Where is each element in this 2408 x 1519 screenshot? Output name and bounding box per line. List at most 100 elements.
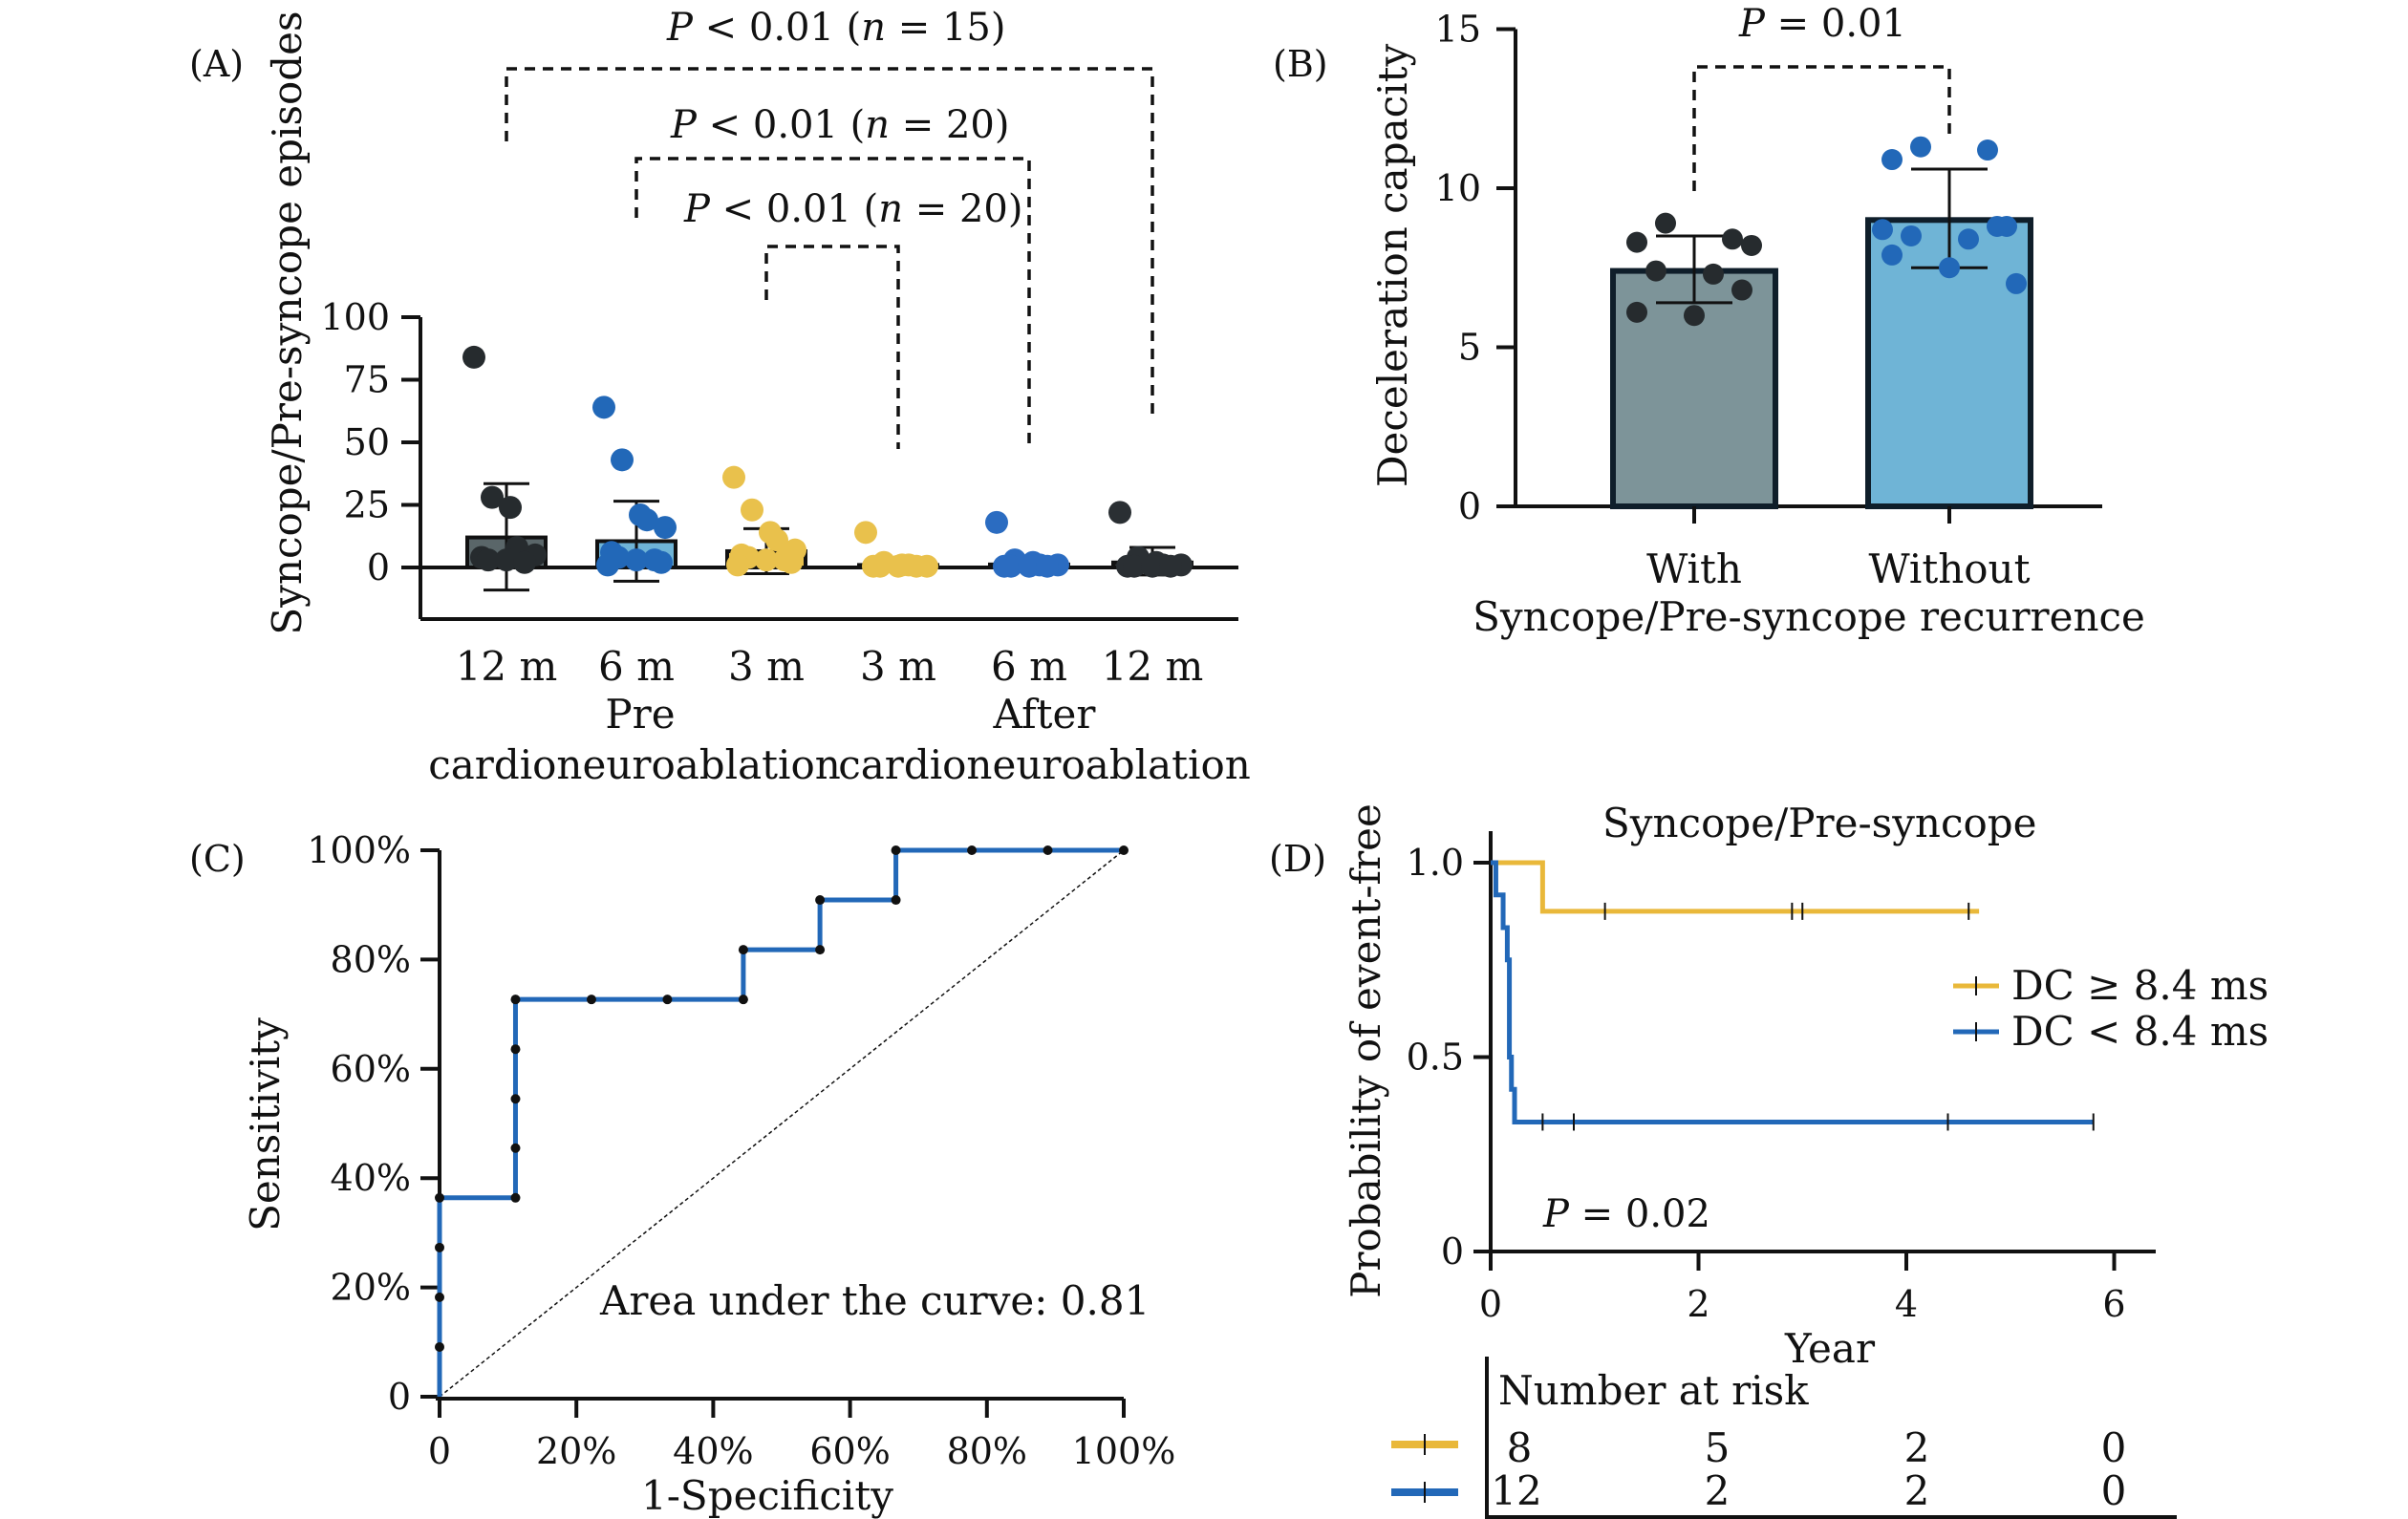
data-point [513,551,536,574]
roc-point [435,1293,444,1302]
panel-d-title: Syncope/Pre-syncope [1602,800,2037,846]
data-point [1722,228,1743,249]
data-point [611,448,634,471]
roc-point [435,1243,444,1252]
comparison-label: P < 0.01 (n = 20) [683,187,1022,231]
data-point [1910,137,1931,158]
data-point [985,511,1008,534]
data-point [1901,225,1922,246]
data-point [854,521,877,544]
survival-curve [1491,863,2094,1122]
panel-c-y-label: Sensitivity [242,1017,289,1231]
panel-c-label: (C) [189,838,246,880]
x-tick-label: Without [1868,546,2030,592]
panel-d-x-label: Year [1784,1325,1876,1372]
panel-a-label: (A) [189,43,244,85]
comparison-bracket [766,246,898,449]
data-point [1881,149,1903,170]
panel-b: (B) Deceleration capacity 051015 With Wi… [1273,2,2145,640]
data-point [462,346,485,369]
comparison-label: P < 0.01 (n = 20) [670,103,1009,147]
y-tick-label: 25 [344,484,390,526]
comparison-label: P < 0.01 (n = 15) [666,6,1005,50]
data-point [1881,245,1903,266]
data-point [741,499,763,522]
roc-point [510,995,520,1004]
data-point [596,553,619,576]
data-point [1987,216,2008,237]
legend-entry: DC ≥ 8.4 ms [2011,962,2268,1009]
panel-a-y-label: Syncope/Pre-syncope episodes [264,11,311,634]
x-tick-label: 6 [2102,1283,2125,1325]
data-point [1977,139,1998,160]
panel-a-marks [420,69,1238,619]
x-tick-label: 40% [673,1430,753,1472]
roc-point [739,945,748,954]
x-tick-label: With [1646,546,1742,592]
data-point [1958,228,1979,249]
roc-point [510,1144,520,1153]
data-point [2006,273,2027,294]
data-point [1731,280,1752,301]
x-tick-label: 100% [1072,1430,1176,1472]
risk-table-title: Number at risk [1498,1367,1809,1414]
figure: (A) Syncope/Pre-syncope episodes 0255075… [0,0,2408,1519]
x-tick-label: 6 m [991,643,1067,690]
panel-b-y-ticks: 051015 [1435,9,1516,528]
group-label-after-line1: After [993,691,1097,738]
panel-a-x-tick-labels: 12 m 6 m 3 m 3 m 6 m 12 m [456,643,1204,690]
panel-a-comparisons: P < 0.01 (n = 15) P < 0.01 (n = 20) P < … [666,6,1022,231]
roc-point [815,895,825,905]
data-point [1703,264,1724,285]
group-label-pre-line1: Pre [605,691,675,738]
risk-value: 5 [1705,1424,1731,1471]
y-tick-label: 0 [388,1376,411,1418]
y-tick-label: 50 [344,421,390,463]
x-tick-label: 4 [1895,1283,1918,1325]
y-tick-label: 0 [1441,1230,1464,1273]
risk-value: 8 [1507,1424,1533,1471]
roc-point [892,895,901,905]
risk-value: 2 [1904,1467,1930,1514]
roc-point [587,995,596,1004]
risk-value: 0 [2101,1424,2127,1471]
data-point [1684,305,1705,326]
roc-point [1119,845,1129,855]
panel-b-comparison-label: P = 0.01 [1738,2,1906,46]
y-tick-label: 20% [331,1267,411,1309]
risk-value: 0 [2101,1467,2127,1514]
x-tick-label: 6 m [598,643,675,690]
data-point [780,551,803,574]
risk-table: Number at risk 8 5 2 0 12 2 2 0 [1391,1357,2177,1519]
data-point [1626,302,1647,323]
panel-c: (C) Sensitivity 0 20% 40% 60% 80% 100% 0 20% 40%… [189,829,1175,1519]
y-tick-label: 1.0 [1407,842,1464,884]
y-tick-label: 100% [307,829,411,871]
panel-d: (D) Syncope/Pre-syncope Probability of e… [1269,800,2268,1519]
roc-point [510,1044,520,1054]
data-point [726,553,749,576]
risk-value: 2 [1904,1424,1930,1471]
y-tick-label: 40% [331,1157,411,1199]
data-point [592,396,615,418]
x-tick-label: 0 [1479,1283,1502,1325]
y-tick-label: 0 [367,546,390,588]
legend-entry: DC < 8.4 ms [2011,1008,2268,1055]
roc-point [739,995,748,1004]
x-tick-label: 0 [428,1430,451,1472]
panel-d-label: (D) [1269,838,1326,880]
panel-a: (A) Syncope/Pre-syncope episodes 0 25 50 75… [189,6,1251,788]
panel-b-label: (B) [1273,43,1328,85]
data-point [1159,555,1182,578]
x-tick-label: 20% [536,1430,616,1472]
panel-b-marks [1516,30,2102,524]
data-point [722,466,745,489]
data-point [1626,232,1647,253]
panel-d-legend: DC ≥ 8.4 ms DC < 8.4 ms [1953,962,2268,1055]
roc-point [435,1193,444,1203]
data-point [1939,257,1960,278]
x-tick-label: 12 m [1102,643,1204,690]
roc-point [662,995,672,1004]
panel-b-y-label: Deceleration capacity [1369,44,1416,488]
roc-point [510,1193,520,1203]
